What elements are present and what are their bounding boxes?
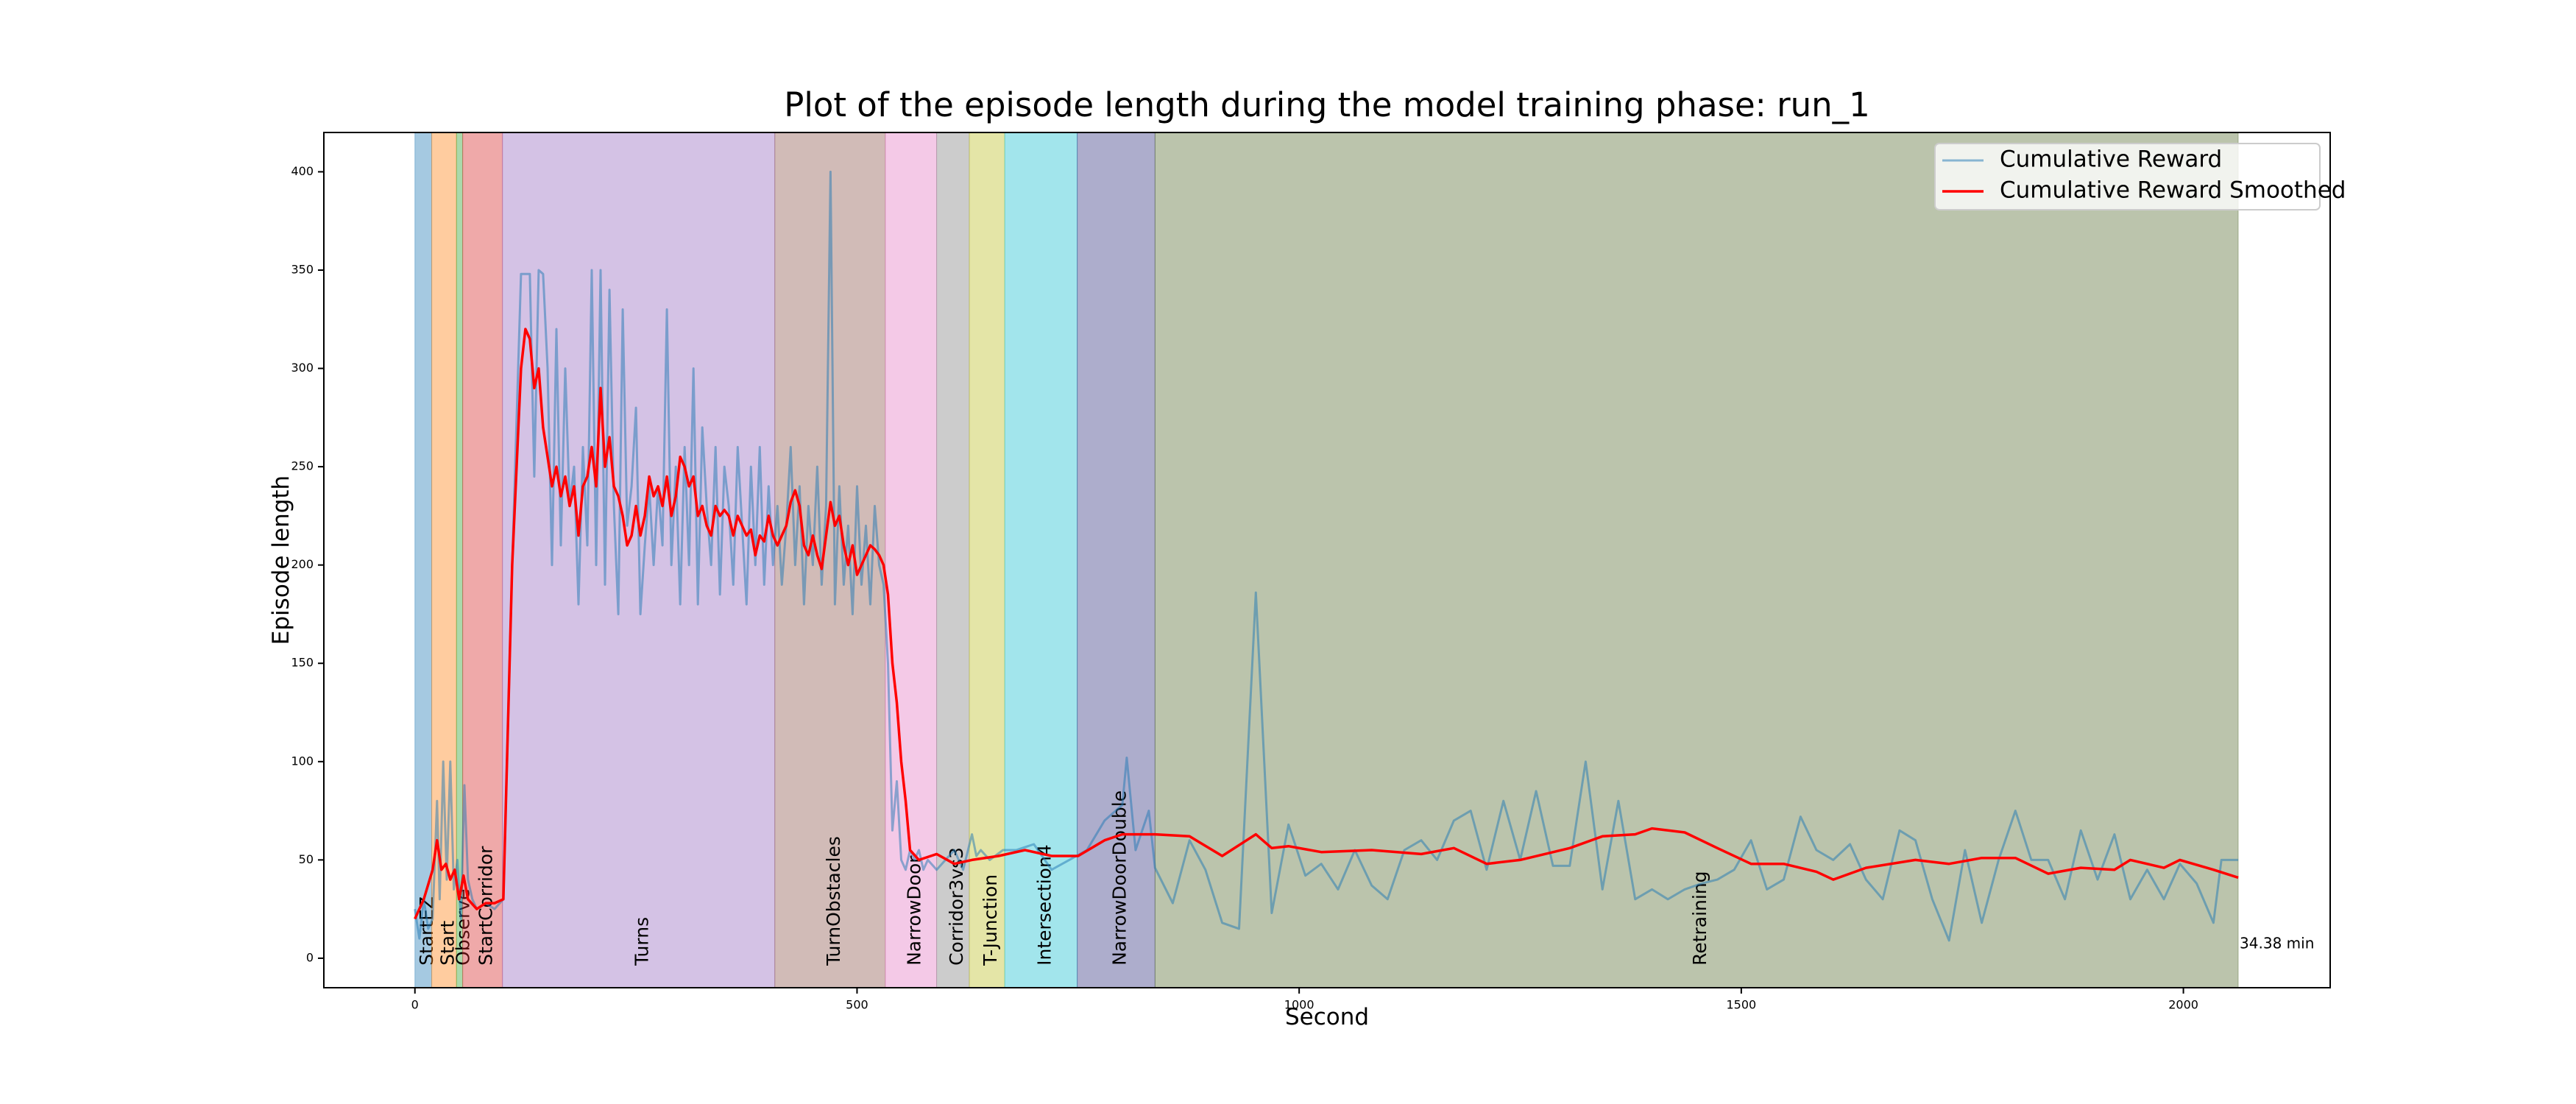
- y-tick-label: 350: [291, 262, 314, 276]
- phase-label: TurnObstacles: [823, 836, 844, 966]
- y-tick-label: 250: [291, 459, 314, 473]
- series-line: [414, 328, 2239, 920]
- y-tick-label: 100: [291, 754, 314, 768]
- x-tick-label: 500: [846, 998, 868, 1012]
- legend-label: Cumulative Reward: [2000, 146, 2222, 173]
- y-tick-label: 150: [291, 656, 314, 670]
- x-tick-label: 1000: [1284, 998, 1314, 1012]
- phase-label: Intersection4: [1033, 844, 1055, 966]
- phase-span: [414, 132, 433, 988]
- phase-span: [1154, 132, 2239, 988]
- phase-span: [1004, 132, 1078, 988]
- phase-label: NarrowDoor: [904, 855, 925, 966]
- phase-span: [936, 132, 970, 988]
- legend-box: [1934, 143, 2321, 210]
- annotation: 34.38 min: [2240, 935, 2314, 952]
- y-tick-label: 0: [306, 950, 314, 964]
- phase-label: StartCorridor: [475, 846, 497, 966]
- x-tick-label: 1500: [1727, 998, 1757, 1012]
- x-axis-label: Second: [1285, 1004, 1369, 1030]
- legend-label: Cumulative Reward Smoothed: [2000, 177, 2346, 204]
- phase-label: NarrowDoorDouble: [1108, 790, 1130, 966]
- phase-label: T-Junction: [980, 874, 1001, 966]
- chart-title: Plot of the episode length during the mo…: [784, 85, 1870, 124]
- plot-frame: [323, 132, 2331, 988]
- y-tick-label: 400: [291, 164, 314, 178]
- series-line: [414, 170, 2239, 942]
- phase-span: [462, 132, 503, 988]
- y-tick-label: 200: [291, 557, 314, 571]
- y-axis-label: Episode length: [268, 475, 294, 645]
- y-tick-label: 50: [299, 852, 314, 866]
- x-tick-label: 2000: [2168, 998, 2198, 1012]
- phase-label: Start: [436, 921, 458, 966]
- x-tick-label: 0: [411, 998, 419, 1012]
- y-tick-label: 300: [291, 361, 314, 375]
- phase-label: Turns: [631, 917, 653, 966]
